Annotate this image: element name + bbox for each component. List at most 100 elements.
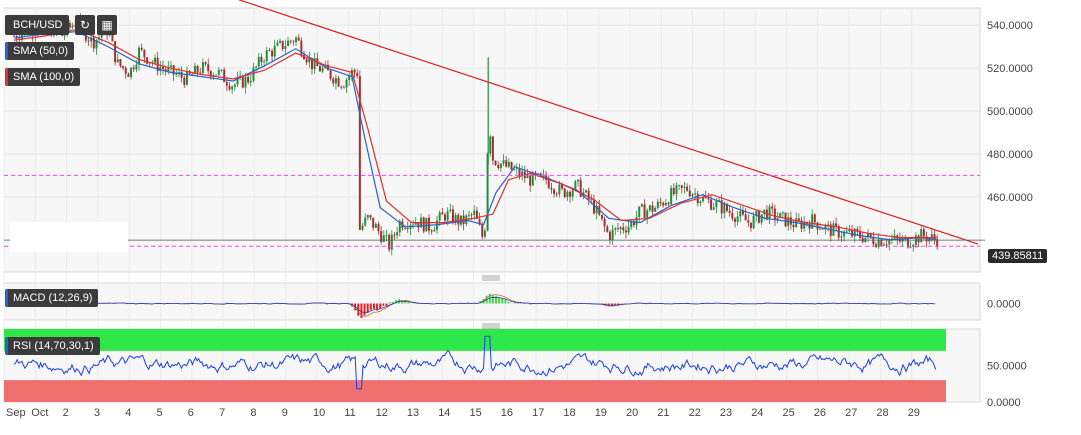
candle-body (348, 76, 351, 80)
price-tick-label: 520.0000 (987, 63, 1033, 75)
candle-body (686, 186, 689, 191)
candle-body (260, 56, 263, 63)
candle-body (856, 228, 859, 232)
candle-body (768, 206, 771, 220)
x-tick-label: 21 (657, 407, 669, 419)
candle-body (201, 62, 204, 74)
candle-body (832, 223, 835, 236)
candle-body (869, 233, 872, 238)
candle-body (928, 237, 931, 242)
candle-body (265, 50, 268, 62)
candle-body (747, 220, 750, 223)
candle-body (494, 160, 497, 165)
candle-body (220, 69, 223, 71)
refresh-button[interactable]: ↻ (75, 15, 95, 35)
candle-body (193, 65, 196, 75)
candle-body (180, 72, 183, 78)
price-tick-label: 480.0000 (987, 149, 1033, 161)
sma50-badge[interactable]: SMA (50,0) (5, 42, 75, 60)
candle-body (164, 68, 167, 71)
candle-body (486, 153, 489, 231)
candle-body (688, 190, 691, 197)
candle-body (771, 206, 774, 209)
candle-body (366, 215, 369, 218)
rsi-badge[interactable]: RSI (14,70,30,1) (5, 337, 100, 355)
marks (4, 0, 985, 402)
candle-body (888, 239, 891, 245)
candle-body (385, 234, 388, 236)
candle-body (553, 189, 556, 194)
candle-body (590, 199, 593, 201)
candle-body (422, 217, 425, 232)
candle-body (138, 47, 141, 65)
candle-body (491, 136, 494, 161)
candle-body (483, 230, 486, 237)
candle-body (342, 87, 345, 89)
candle-body (819, 228, 822, 230)
x-tick-label: 26 (814, 407, 826, 419)
candle-body (574, 181, 577, 191)
rsi-tick-label: 50.0000 (987, 361, 1027, 373)
x-tick-label: 12 (376, 407, 388, 419)
candle-body (662, 202, 665, 206)
candle-body (776, 218, 779, 220)
candle-body (616, 228, 619, 230)
candle-body (204, 62, 207, 65)
candle-body (920, 229, 923, 243)
candle-body (393, 234, 396, 236)
candle-body (702, 196, 705, 202)
refresh-icon: ↻ (79, 18, 91, 32)
candle-body (563, 188, 566, 198)
candle-body (273, 45, 276, 57)
candle-body (672, 187, 675, 195)
candle-body (127, 73, 130, 77)
rsi-overbought-zone (4, 329, 946, 351)
candle-body (446, 211, 449, 221)
candle-body (603, 218, 606, 227)
candle-body (555, 193, 558, 195)
candle-body (404, 227, 407, 229)
price-tick-label: 500.0000 (987, 106, 1033, 118)
candle-body (353, 69, 356, 73)
candle-body (308, 57, 311, 63)
x-tick-label: 8 (250, 407, 256, 419)
candle-body (310, 57, 313, 70)
candle-body (739, 211, 742, 217)
x-tick-label: 20 (626, 407, 638, 419)
candle-body (111, 33, 114, 42)
candle-body (859, 231, 862, 238)
candle-body (183, 77, 186, 85)
macd-label: MACD (12,26,9) (13, 292, 93, 304)
sma100-badge[interactable]: SMA (100,0) (5, 68, 81, 86)
symbol-badge[interactable]: BCH/USD (5, 15, 69, 35)
candle-body (632, 222, 635, 226)
candle-body (185, 70, 188, 85)
candle-body (630, 222, 633, 227)
candle-body (821, 228, 824, 230)
x-tick-label: 29 (908, 407, 920, 419)
candle-body (87, 40, 90, 42)
candle-body (417, 222, 420, 228)
candle-body (587, 190, 590, 200)
candle-body (741, 211, 744, 215)
calendar-button[interactable]: ▦ (97, 15, 117, 35)
candle-body (773, 208, 776, 220)
candle-body (369, 215, 372, 218)
candle-body (358, 76, 361, 230)
candle-body (268, 50, 271, 52)
macd-badge[interactable]: MACD (12,26,9) (5, 289, 99, 307)
candle-body (122, 66, 125, 68)
candle-body (875, 244, 878, 248)
candle-body (356, 72, 359, 77)
candle-body (648, 205, 651, 211)
candle-body (175, 73, 178, 75)
candle-body (430, 230, 433, 232)
candle-body (531, 172, 534, 186)
candle-body (295, 37, 298, 43)
candle-body (880, 239, 883, 246)
candle-body (148, 62, 151, 64)
candle-body (329, 70, 332, 79)
candle-body (936, 239, 939, 248)
candle-body (364, 217, 367, 226)
